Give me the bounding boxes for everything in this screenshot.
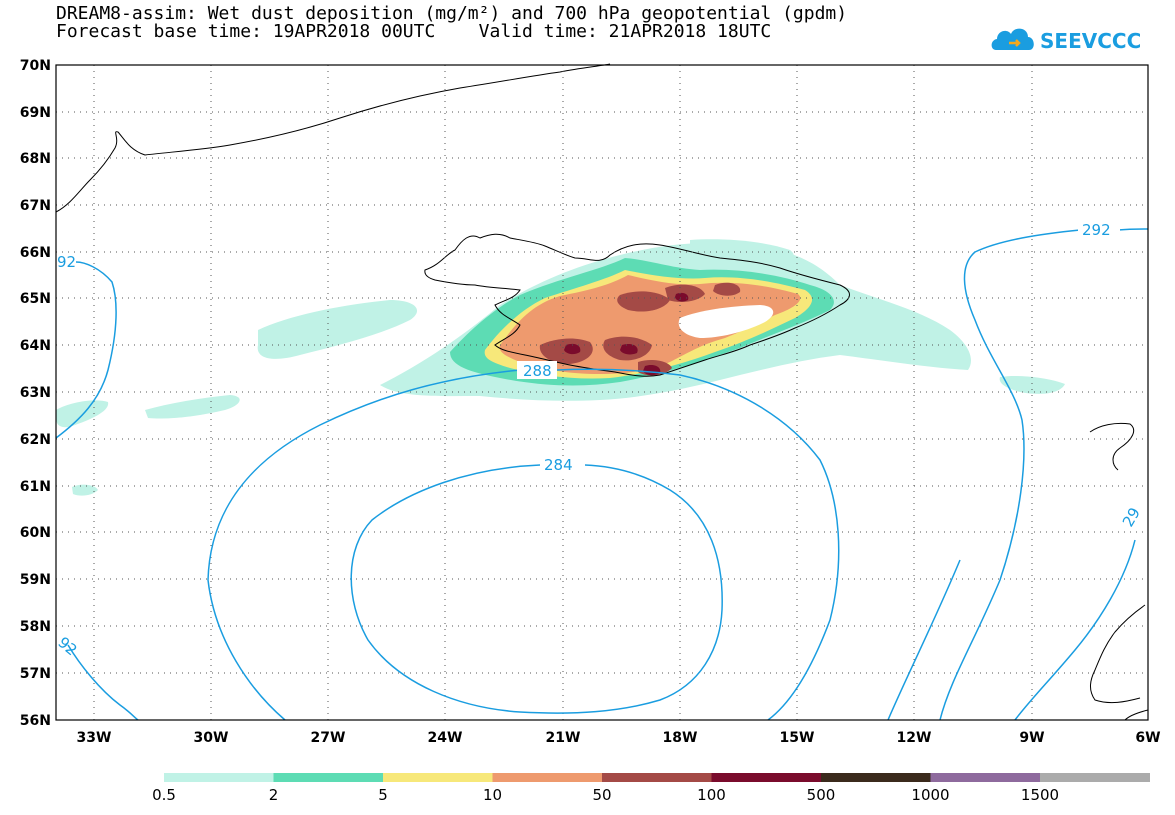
colorbar-label: 1500: [1021, 786, 1059, 804]
colorbar-label: 0.5: [152, 786, 176, 804]
dust-patch-north: [690, 239, 794, 266]
dust-dark-3: [675, 292, 689, 302]
colorbar-swatch: [711, 773, 822, 782]
contour-292-left-bottom: [67, 644, 139, 721]
colorbar-label: 100: [697, 786, 726, 804]
contour-29-right: [1014, 539, 1136, 721]
contour-label-292-right: 292: [1082, 221, 1111, 239]
colorbar-label: 2: [269, 786, 279, 804]
lat-label: 65N: [20, 291, 51, 307]
dust-patch-west: [257, 300, 418, 359]
colorbar: 0.5 2 5 10 50 100 500 1000 1500: [152, 773, 1150, 804]
contour-292-right: [939, 229, 1081, 721]
lon-label: 27W: [311, 730, 346, 746]
longitude-labels: 33W 30W 27W 24W 21W 18W 15W 12W 9W 6W: [77, 730, 1161, 746]
contour-label-292-left-top: 92: [57, 253, 76, 271]
geopotential-contours: [55, 228, 1149, 721]
seevccc-logo: SEEVCCC: [991, 28, 1140, 53]
lat-label: 60N: [20, 525, 51, 541]
lat-label: 67N: [20, 198, 51, 214]
coast-iceland: [424, 233, 850, 377]
lat-label: 56N: [20, 713, 51, 729]
dust-gap: [678, 305, 774, 338]
dust-dark-1: [564, 343, 581, 355]
dust-dark-2: [620, 343, 638, 355]
coast-scotland: [1090, 604, 1149, 721]
dust-brown-3: [617, 291, 670, 312]
contour-284: [350, 464, 723, 714]
lon-label: 24W: [428, 730, 463, 746]
dust-brown-5: [713, 282, 741, 296]
coast-faroe: [1089, 422, 1135, 471]
logo-text: SEEVCCC: [1040, 29, 1140, 53]
map-title: DREAM8-assim: Wet dust deposition (mg/m²…: [56, 3, 848, 24]
lon-label: 9W: [1019, 730, 1044, 746]
contour-label-292-left-bottom: 92: [54, 633, 80, 659]
cloud-icon: [991, 28, 1034, 50]
map-subtitle: Forecast base time: 19APR2018 00UTC Vali…: [56, 21, 772, 42]
map-frame: [55, 64, 1149, 721]
contour-label-29-right: 29: [1119, 504, 1144, 530]
contour-292-left: [55, 261, 117, 439]
colorbar-label: 50: [592, 786, 611, 804]
colorbar-swatch: [602, 773, 712, 782]
lon-label: 21W: [546, 730, 581, 746]
latitude-labels: 70N 69N 68N 67N 66N 65N 64N 63N 62N 61N …: [20, 58, 51, 729]
lon-label: 33W: [77, 730, 112, 746]
graticule: [56, 65, 1148, 720]
lon-label: 6W: [1135, 730, 1160, 746]
coastlines: [55, 63, 1149, 721]
lon-label: 18W: [663, 730, 698, 746]
dust-patch-southwest: [145, 395, 240, 419]
lon-label: 15W: [780, 730, 815, 746]
colorbar-swatch: [1040, 773, 1150, 782]
lat-label: 58N: [20, 619, 51, 635]
lat-label: 62N: [20, 432, 51, 448]
colorbar-label: 5: [378, 786, 388, 804]
lon-label: 30W: [194, 730, 229, 746]
colorbar-label: 500: [807, 786, 836, 804]
dust-patch-east: [999, 375, 1065, 394]
colorbar-label: 1000: [911, 786, 949, 804]
contour-label-284: 284: [544, 456, 573, 474]
lat-label: 59N: [20, 572, 51, 588]
colorbar-swatch: [492, 773, 603, 782]
dust-patch-small: [72, 484, 98, 496]
contour-288: [207, 368, 840, 721]
lat-label: 70N: [20, 58, 51, 74]
lat-label: 63N: [20, 385, 51, 401]
lat-label: 61N: [20, 479, 51, 495]
lon-label: 12W: [897, 730, 932, 746]
lat-label: 68N: [20, 151, 51, 167]
lat-label: 66N: [20, 245, 51, 261]
contour-label-288: 288: [523, 362, 552, 380]
lat-label: 69N: [20, 105, 51, 121]
colorbar-swatch: [164, 773, 274, 782]
colorbar-swatch: [930, 773, 1041, 782]
colorbar-label: 10: [483, 786, 502, 804]
colorbar-swatch: [273, 773, 384, 782]
lat-label: 57N: [20, 666, 51, 682]
colorbar-swatch: [383, 773, 493, 782]
colorbar-swatch: [821, 773, 931, 782]
dust-patch-farwest: [56, 400, 109, 428]
coast-greenland: [55, 63, 611, 213]
contour-292-right-top: [1117, 228, 1149, 231]
lat-label: 64N: [20, 338, 51, 354]
contour-292-inner: [887, 559, 961, 721]
